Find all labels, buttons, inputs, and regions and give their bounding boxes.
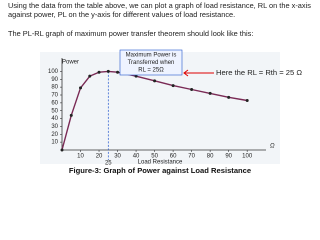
x-tick-label: 30 (114, 154, 121, 160)
marker-label: 25 (105, 161, 112, 166)
data-point (171, 84, 175, 88)
callout-arrow (183, 69, 214, 77)
y-tick-label: 20 (51, 132, 58, 138)
data-point (106, 69, 110, 73)
data-point (208, 91, 212, 95)
lead-in: The PL-RL graph of maximum power transfe… (8, 29, 254, 38)
data-point (116, 70, 120, 74)
x-tick-label: 80 (207, 154, 214, 160)
data-point (245, 99, 249, 102)
caption: Figure-3: Graph of Power against Load Re… (68, 166, 252, 175)
data-point (97, 70, 101, 74)
y-tick-label: 60 (51, 100, 58, 106)
data-point (69, 113, 73, 117)
y-tick-label: 30 (51, 124, 58, 130)
x-axis-title: Load Resistance (138, 160, 183, 166)
x-tick-label: 90 (225, 154, 232, 160)
x-tick-label: 100 (242, 154, 253, 160)
annotation-line: Maximum Power is (126, 53, 177, 59)
y-tick-label: 70 (51, 93, 58, 99)
data-point (88, 74, 92, 78)
y-tick-label: 40 (51, 116, 58, 122)
data-point (79, 86, 83, 90)
page: Using the data from the table above, we … (8, 1, 311, 175)
x-tick-label: 60 (170, 154, 177, 160)
y-tick-label: 10 (51, 140, 58, 146)
callout: Here the RL = Rth = 25 Ω (216, 68, 302, 77)
data-point (190, 88, 194, 91)
x-tick-label: 70 (188, 154, 195, 160)
y-axis-title: Power (62, 60, 79, 66)
paragraph: Using the data from the table above, we … (8, 1, 311, 20)
annotation-box (119, 49, 183, 76)
x-tick-label: 10 (77, 154, 84, 160)
y-tick-label: 90 (51, 77, 58, 83)
y-tick-label: 80 (51, 85, 58, 91)
y-tick-label: 100 (48, 69, 59, 75)
data-point (134, 74, 138, 78)
y-tick-label: 50 (51, 108, 58, 114)
chart: Power Load Resistance 102030405060708090… (40, 49, 302, 166)
x-tick-label: 40 (133, 154, 140, 160)
x-tick-label: 50 (151, 154, 158, 160)
data-point (227, 95, 231, 99)
data-point (153, 79, 157, 83)
x-unit: Ω (270, 144, 275, 150)
annotation-line: Transferred when (128, 60, 175, 66)
x-tick-label: 20 (96, 154, 103, 160)
annotation-line: RL = 25Ω (138, 68, 164, 74)
data-point (60, 148, 64, 152)
